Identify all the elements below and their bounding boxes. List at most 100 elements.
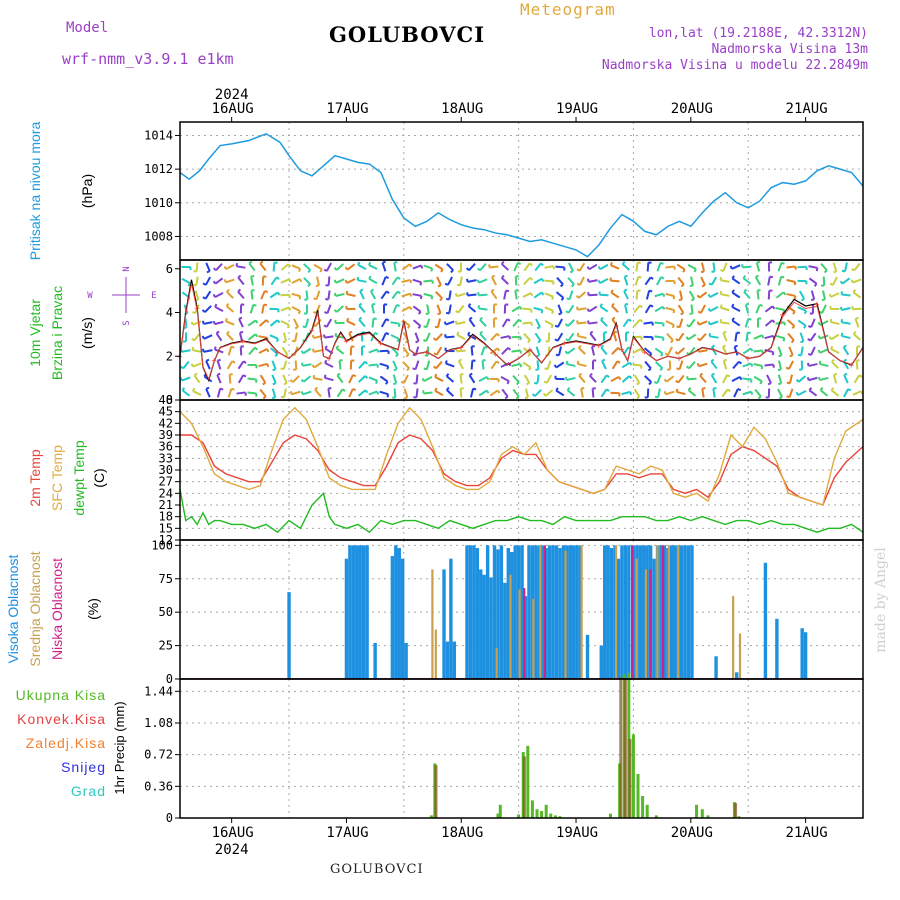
wind-barb [621, 375, 631, 383]
wind-barb-head [611, 302, 615, 307]
wind-barb [447, 276, 453, 286]
wind-barb [226, 333, 234, 341]
cloud-bar-high [544, 548, 548, 679]
wind-barb-head [375, 380, 379, 384]
wind-barb-head [843, 358, 848, 362]
temp-tick-label: 27 [159, 475, 173, 489]
wind-barb [654, 321, 664, 325]
wind-barb [690, 276, 694, 286]
wind-barb-head [238, 316, 243, 320]
wind-barb-head [793, 281, 797, 286]
wind-barb [522, 307, 532, 311]
wind-barb [500, 362, 510, 368]
wind-barb-head [847, 388, 852, 392]
wind-barb-head [696, 337, 701, 342]
wind-barb [358, 360, 366, 370]
wind-barb-head [560, 297, 565, 301]
wind-barb-head [686, 324, 690, 328]
wind-barb [195, 276, 199, 286]
wind-barb [535, 346, 541, 356]
wind-barb-head [386, 366, 390, 370]
wind-barb-head [789, 354, 794, 358]
cloud-bar-high [390, 556, 395, 679]
temp-tick-label: 45 [159, 405, 173, 419]
panel-pressure [180, 122, 863, 260]
wind-barb [635, 290, 639, 300]
wind-barb [656, 262, 662, 272]
wind-barb [566, 347, 576, 355]
cloud-bar-high [479, 569, 483, 679]
wind-barb [622, 318, 630, 328]
wind-barb [777, 374, 783, 384]
wind-barb-head [808, 387, 813, 391]
wind-barb [764, 363, 774, 367]
wind-barb-head [300, 350, 305, 354]
wind-barb-head [180, 365, 184, 370]
wind-barb-head [575, 294, 580, 299]
wind-barb-head [289, 379, 294, 383]
wind-barb-head [818, 310, 823, 314]
wind-barb [678, 360, 684, 370]
pressure-tick-label: 1010 [144, 196, 173, 210]
wind-barb-head [662, 306, 666, 311]
wind-barb-head [759, 380, 763, 385]
wind-barb-head [662, 293, 666, 298]
wind-barb-head [540, 291, 545, 296]
wind-gust-marker: + [780, 311, 786, 321]
wind-gust-marker: + [194, 304, 200, 314]
wind-barb-head [496, 389, 501, 394]
cloud-bar-high [623, 545, 628, 679]
wind-barb [511, 305, 521, 313]
wind-barb-head [187, 282, 191, 287]
wind-barb [214, 305, 224, 313]
wind-barb-head [783, 322, 786, 326]
wind-barb [280, 263, 290, 271]
wind-barb-head [479, 330, 484, 335]
wind-barbs [180, 260, 863, 400]
wind-barb [250, 276, 254, 286]
wind-barb [381, 276, 387, 286]
wind-barb [316, 276, 320, 286]
wind-barb [511, 349, 521, 353]
wind-barb [523, 374, 531, 384]
cloud-bar-high [510, 552, 514, 679]
wind-barb [250, 290, 254, 300]
wind-barb [514, 290, 518, 300]
wind-barb [291, 278, 301, 284]
precip-bar-total [737, 816, 741, 818]
wind-barb-head [660, 261, 664, 265]
wind-barb-head [433, 352, 438, 356]
year-label-bottom: 2024 [215, 842, 249, 858]
wind-barb [731, 305, 741, 313]
wind-barb [777, 346, 783, 356]
wind-barb-head [828, 293, 832, 298]
wind-barb-head [537, 339, 542, 344]
wind-barb-head [663, 378, 668, 383]
wind-barb-head [554, 324, 559, 328]
wind-barb-head [506, 380, 510, 385]
wind-barb-head [201, 320, 205, 325]
wind-barb [205, 388, 211, 398]
wind-barb [731, 375, 741, 383]
cloud-bar-high [673, 545, 677, 679]
wind-barb [380, 290, 388, 300]
wind-barb [280, 320, 290, 326]
wind-barb [248, 262, 256, 272]
wind-barb [633, 318, 641, 328]
wind-barb-head [417, 325, 422, 329]
wind-barb-head [223, 279, 227, 283]
wind-barb [448, 304, 452, 314]
cloud-bar-high [558, 548, 562, 679]
precip-bar-total [517, 814, 521, 818]
wind-barb [414, 332, 420, 342]
wind-barb-head [359, 288, 364, 292]
wind-barb-head [467, 331, 471, 336]
wind-barb-head [803, 324, 807, 329]
wind-barb [677, 332, 685, 342]
wind-barb [303, 263, 311, 271]
wind-barb-head [682, 268, 686, 273]
wind-barb-head [860, 390, 863, 395]
wind-barb [555, 265, 565, 269]
wind-barb-head [797, 353, 802, 357]
wind-barb [489, 389, 499, 397]
